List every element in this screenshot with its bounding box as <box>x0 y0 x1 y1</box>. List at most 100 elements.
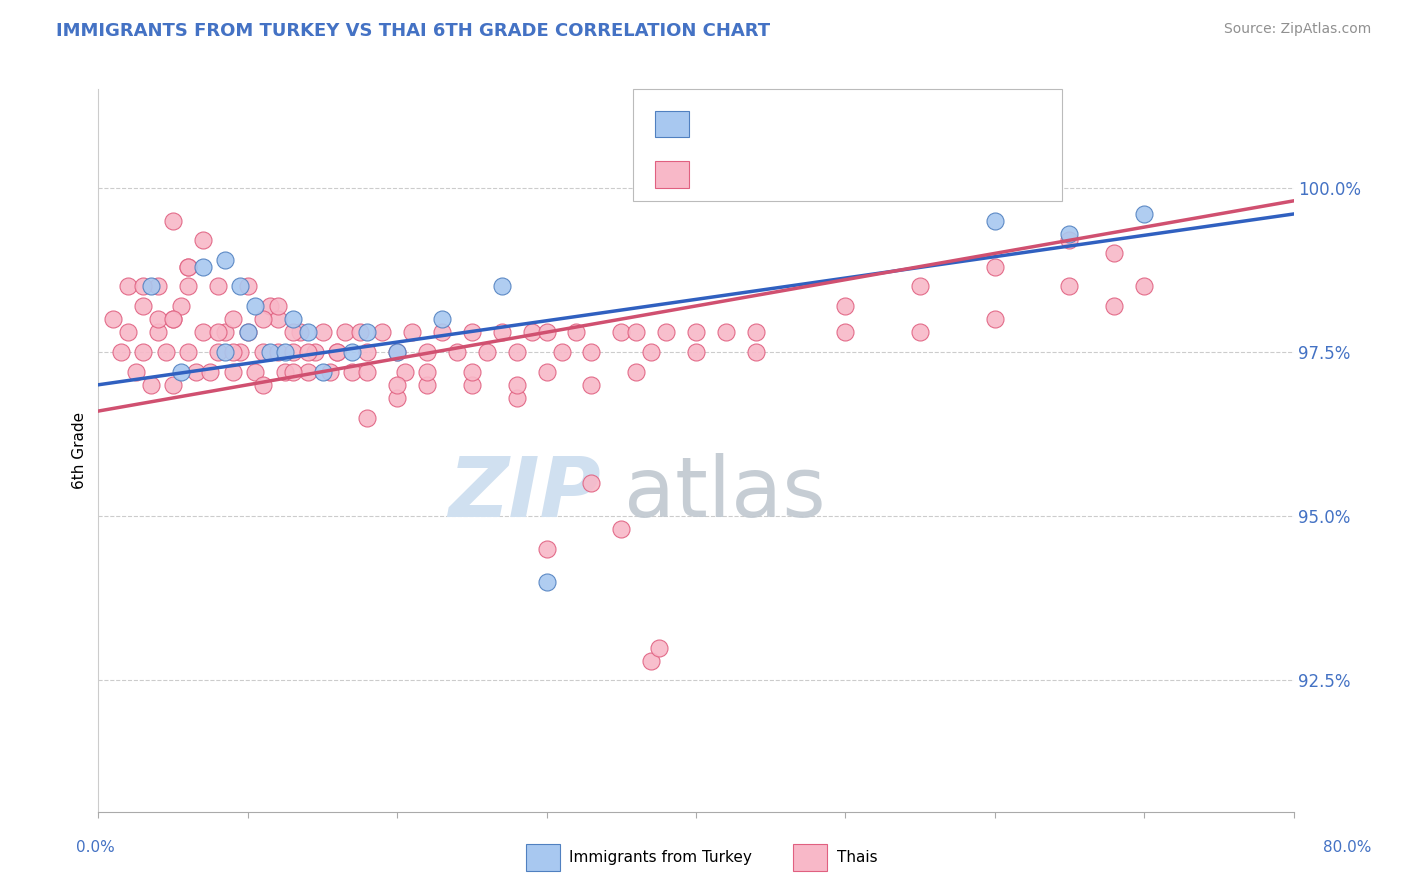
Point <box>416 377 439 392</box>
Point <box>110 345 132 359</box>
Point <box>581 377 603 392</box>
Point <box>565 325 588 339</box>
Point <box>685 325 707 339</box>
Point <box>610 325 633 339</box>
Point <box>132 279 155 293</box>
Point <box>281 365 304 379</box>
Point <box>117 325 139 339</box>
Point <box>647 640 669 655</box>
Point <box>229 345 252 359</box>
Point <box>177 345 200 359</box>
Point <box>267 299 290 313</box>
Point <box>626 325 648 339</box>
Point <box>356 345 378 359</box>
Point <box>1059 279 1081 293</box>
Point <box>610 522 633 536</box>
Point <box>834 325 856 339</box>
Point <box>245 365 267 379</box>
Point <box>745 345 768 359</box>
Point <box>252 377 274 392</box>
Point <box>416 365 439 379</box>
Point <box>162 377 184 392</box>
Point <box>984 312 1007 326</box>
Point <box>333 325 356 339</box>
Point <box>207 325 229 339</box>
Point <box>1104 246 1126 260</box>
Point <box>288 325 311 339</box>
Point <box>1104 299 1126 313</box>
Point <box>581 345 603 359</box>
Point <box>259 345 281 359</box>
Point <box>520 325 543 339</box>
Point <box>214 325 236 339</box>
Point <box>640 654 662 668</box>
Text: Thais: Thais <box>837 850 877 864</box>
Point <box>236 279 259 293</box>
Text: 80.0%: 80.0% <box>1323 840 1371 855</box>
Text: 115: 115 <box>853 166 889 184</box>
Text: 0.290: 0.290 <box>730 166 782 184</box>
Point <box>148 279 170 293</box>
Point <box>506 345 529 359</box>
Text: 0.315: 0.315 <box>730 115 782 133</box>
Point <box>274 365 297 379</box>
Point <box>281 345 304 359</box>
Point <box>1059 233 1081 247</box>
Point <box>169 299 191 313</box>
Text: N =: N = <box>821 115 858 133</box>
Point <box>506 377 529 392</box>
Point <box>506 391 529 405</box>
Point <box>281 312 304 326</box>
Point <box>491 279 513 293</box>
Point <box>103 312 125 326</box>
Point <box>349 325 371 339</box>
Point <box>446 345 468 359</box>
Point <box>416 345 439 359</box>
Point <box>984 213 1007 227</box>
Point <box>342 345 364 359</box>
Point <box>148 312 170 326</box>
Point <box>155 345 177 359</box>
Text: 22: 22 <box>853 115 877 133</box>
Point <box>984 260 1007 274</box>
Point <box>834 299 856 313</box>
Point <box>536 325 558 339</box>
Point <box>236 325 259 339</box>
Point <box>125 365 148 379</box>
Point <box>304 345 326 359</box>
Point <box>214 252 236 267</box>
Y-axis label: 6th Grade: 6th Grade <box>72 412 87 489</box>
Point <box>536 541 558 556</box>
Point <box>1133 279 1156 293</box>
Point <box>626 365 648 379</box>
Point <box>162 312 184 326</box>
Point <box>252 312 274 326</box>
Point <box>908 279 931 293</box>
Point <box>461 365 484 379</box>
Point <box>222 312 245 326</box>
Point <box>475 345 498 359</box>
Point <box>191 260 214 274</box>
Point <box>267 312 290 326</box>
Point <box>177 260 200 274</box>
Point <box>655 325 678 339</box>
Point <box>139 279 162 293</box>
Point <box>356 410 378 425</box>
Point <box>267 345 290 359</box>
Point <box>640 345 662 359</box>
Point <box>259 299 281 313</box>
Point <box>461 377 484 392</box>
Point <box>385 377 409 392</box>
Point <box>117 279 139 293</box>
Point <box>236 325 259 339</box>
Point <box>311 325 333 339</box>
Point <box>184 365 207 379</box>
Point <box>311 365 333 379</box>
Point <box>207 345 229 359</box>
Point <box>252 345 274 359</box>
Point <box>491 325 513 339</box>
Point <box>326 345 349 359</box>
Point <box>430 312 453 326</box>
Point <box>401 325 423 339</box>
Text: R =: R = <box>699 166 735 184</box>
